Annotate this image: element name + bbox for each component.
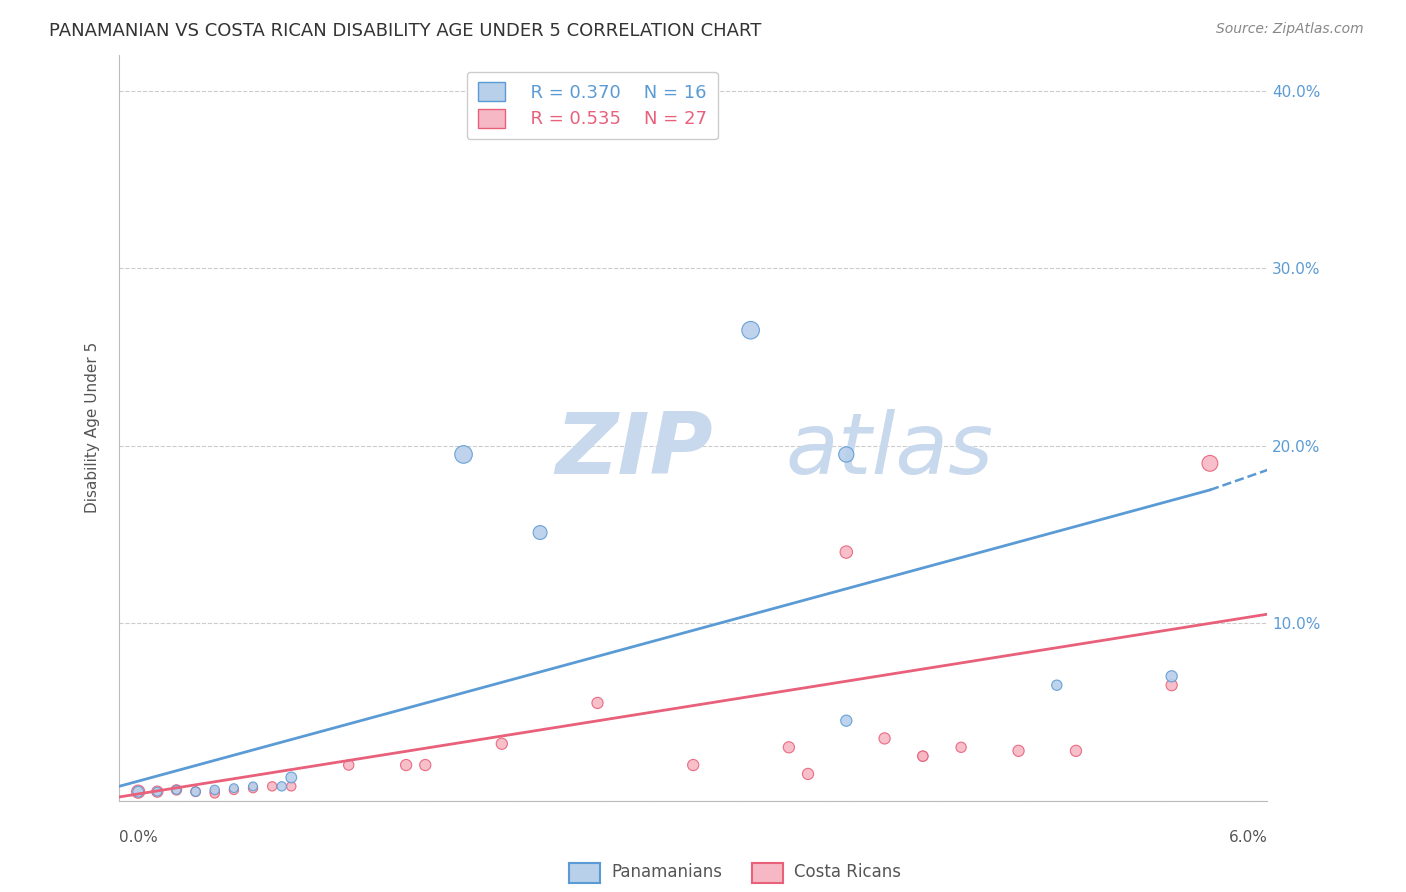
Point: [242, 780, 264, 794]
Point: [146, 785, 169, 799]
Point: [453, 447, 475, 461]
Point: [270, 780, 292, 794]
Text: Costa Ricans: Costa Ricans: [794, 863, 901, 881]
Point: [184, 785, 207, 799]
Text: 0.0%: 0.0%: [120, 830, 157, 845]
Point: [778, 740, 800, 755]
Point: [1064, 744, 1087, 758]
Point: [184, 785, 207, 799]
Point: [280, 780, 302, 794]
Point: [950, 740, 973, 755]
Point: [222, 781, 245, 796]
Text: Panamanians: Panamanians: [612, 863, 723, 881]
Text: PANAMANIAN VS COSTA RICAN DISABILITY AGE UNDER 5 CORRELATION CHART: PANAMANIAN VS COSTA RICAN DISABILITY AGE…: [49, 22, 762, 40]
Point: [395, 758, 418, 772]
Text: atlas: atlas: [785, 409, 993, 491]
Point: [911, 749, 934, 764]
Point: [835, 545, 858, 559]
Point: [413, 758, 436, 772]
Point: [280, 771, 302, 785]
Point: [166, 783, 188, 797]
Point: [146, 785, 169, 799]
Text: 6.0%: 6.0%: [1229, 830, 1267, 845]
Point: [1160, 678, 1182, 692]
Point: [222, 783, 245, 797]
Point: [529, 525, 551, 540]
Point: [835, 447, 858, 461]
Text: ZIP: ZIP: [555, 409, 713, 491]
Point: [127, 785, 149, 799]
Point: [1007, 744, 1029, 758]
Point: [797, 767, 820, 781]
Point: [911, 749, 934, 764]
Point: [873, 731, 896, 746]
Point: [586, 696, 609, 710]
Point: [166, 783, 188, 797]
Point: [491, 737, 513, 751]
Text: Source: ZipAtlas.com: Source: ZipAtlas.com: [1216, 22, 1364, 37]
Point: [204, 787, 226, 801]
Point: [740, 323, 762, 337]
Point: [337, 758, 360, 772]
Point: [242, 781, 264, 796]
Y-axis label: Disability Age Under 5: Disability Age Under 5: [86, 343, 100, 514]
Point: [127, 785, 149, 799]
Point: [1160, 669, 1182, 683]
Point: [204, 785, 226, 799]
Point: [682, 758, 704, 772]
Point: [1199, 456, 1222, 470]
Point: [204, 783, 226, 797]
Point: [262, 780, 284, 794]
Legend:   R = 0.370    N = 16,   R = 0.535    N = 27: R = 0.370 N = 16, R = 0.535 N = 27: [467, 71, 718, 139]
Point: [835, 714, 858, 728]
Point: [1046, 678, 1069, 692]
